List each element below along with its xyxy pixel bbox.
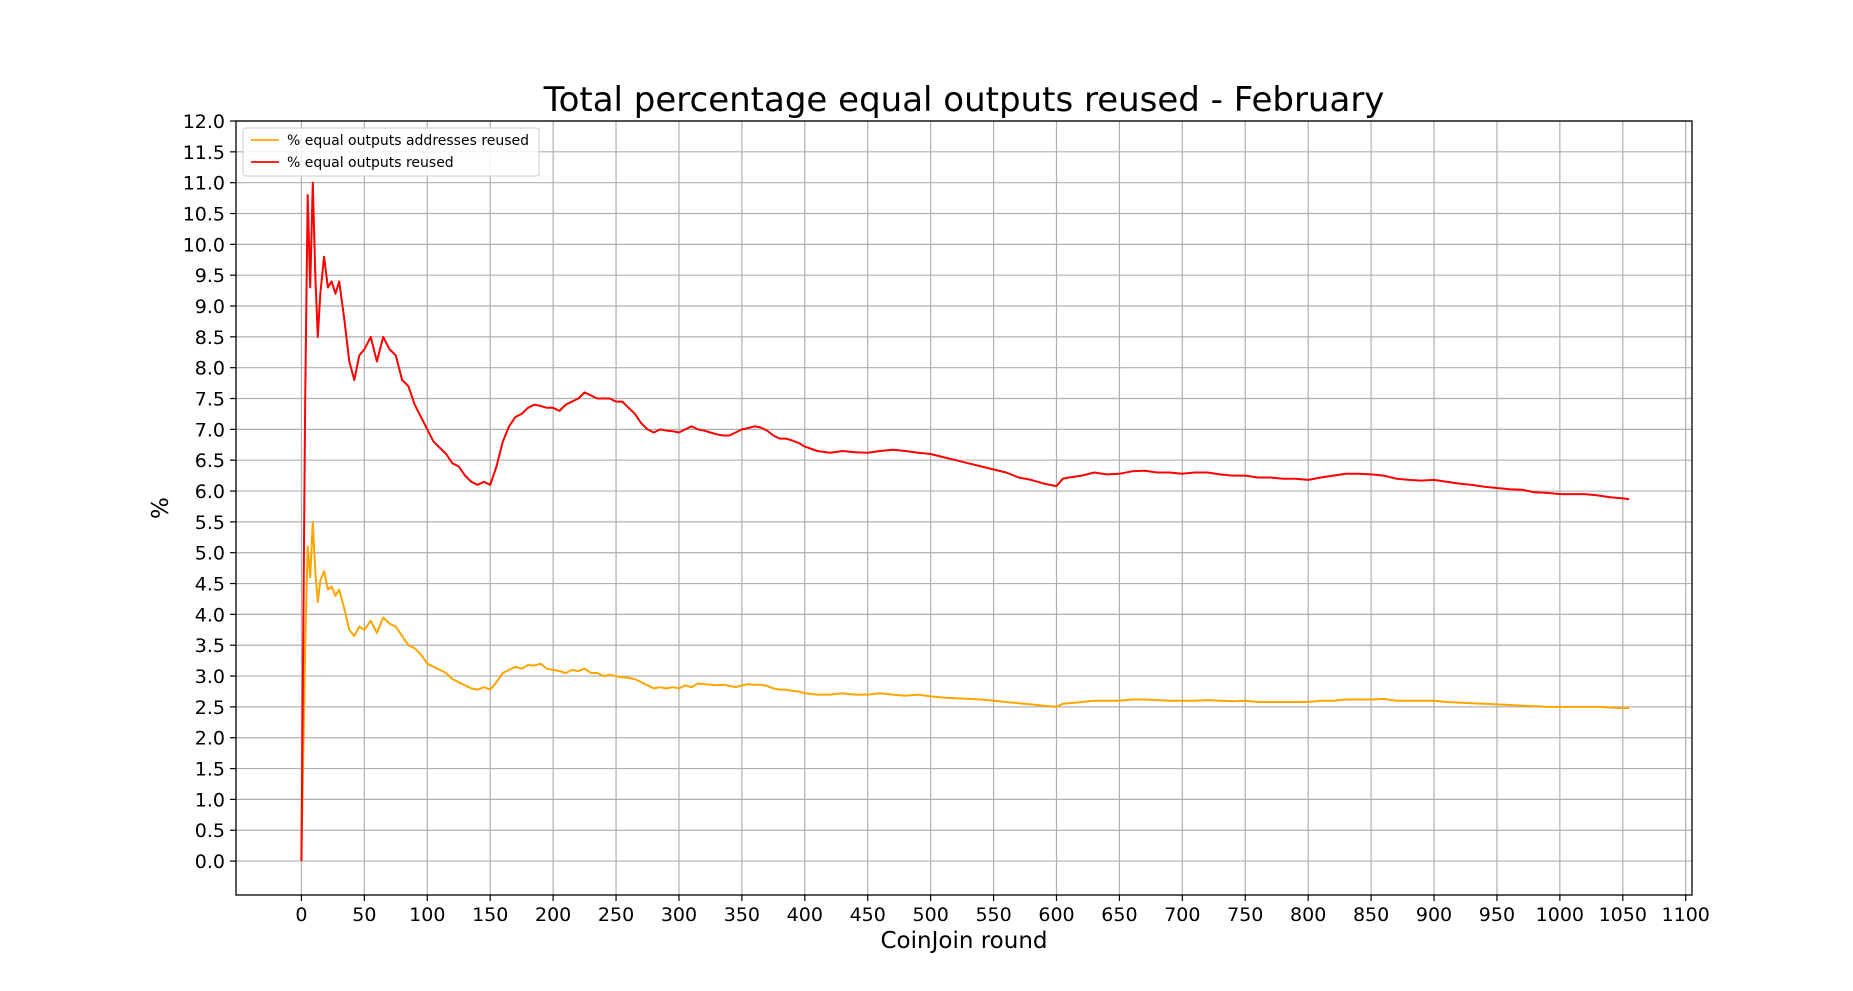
y-tick-label: 3.5 [195, 635, 225, 657]
x-tick-label: 100 [409, 904, 445, 926]
y-tick-label: 8.0 [195, 358, 225, 380]
x-tick-label: 150 [472, 904, 508, 926]
y-tick-label: 10.5 [183, 204, 225, 226]
y-tick-label: 0.5 [195, 820, 225, 842]
y-tick-label: 5.0 [195, 543, 225, 565]
x-tick-label: 1100 [1662, 904, 1710, 926]
x-tick-label: 700 [1164, 904, 1200, 926]
x-tick-label: 0 [295, 904, 307, 926]
y-tick-label: 9.0 [195, 296, 225, 318]
legend-box [242, 127, 540, 177]
y-tick-label: 6.0 [195, 481, 225, 503]
y-tick-label: 6.5 [195, 450, 225, 472]
y-tick-label: 11.0 [183, 173, 225, 195]
x-tick-label: 950 [1479, 904, 1515, 926]
y-tick-label: 0.0 [195, 851, 225, 873]
y-tick-label: 7.5 [195, 389, 225, 411]
x-tick-label: 550 [975, 904, 1011, 926]
y-tick-label: 4.0 [195, 604, 225, 626]
y-tick-label: 8.5 [195, 327, 225, 349]
y-tick-label: 1.0 [195, 789, 225, 811]
y-tick-label: 4.5 [195, 574, 225, 596]
x-tick-label: 450 [850, 904, 886, 926]
x-tick-label: 350 [724, 904, 760, 926]
y-tick-label: 7.0 [195, 419, 225, 441]
x-tick-label: 800 [1290, 904, 1326, 926]
y-tick-label: 11.5 [183, 142, 225, 164]
x-tick-label: 400 [787, 904, 823, 926]
series-line-1 [300, 181, 1630, 862]
x-tick-label: 200 [535, 904, 571, 926]
y-tick-label: 2.5 [195, 697, 225, 719]
x-tick-label: 50 [352, 904, 376, 926]
x-tick-label: 900 [1416, 904, 1452, 926]
x-tick-label: 1000 [1536, 904, 1584, 926]
plot-frame [235, 120, 1693, 896]
y-axis-label: % [148, 497, 174, 519]
legend-label-outputs-reused: % equal outputs reused [287, 155, 454, 171]
legend: % equal outputs addresses reused % equal… [242, 127, 540, 177]
x-tick-label: 1050 [1599, 904, 1647, 926]
x-tick-label: 750 [1227, 904, 1263, 926]
y-tick-label: 12.0 [183, 111, 225, 133]
y-tick-label: 3.0 [195, 666, 225, 688]
y-tick-label: 1.5 [195, 759, 225, 781]
legend-label-addresses-reused: % equal outputs addresses reused [287, 133, 529, 149]
x-axis-label: CoinJoin round [880, 928, 1047, 954]
series-line-0 [300, 520, 1630, 862]
y-tick-label: 10.0 [183, 234, 225, 256]
x-tick-label: 300 [661, 904, 697, 926]
axis-ticks: 0 50 100 150 200 250 300 350 400 450 500 550 600 650 7… [183, 111, 1710, 926]
chart-title: Total percentage equal outputs reused - … [543, 80, 1385, 120]
y-tick-label: 9.5 [195, 265, 225, 287]
x-tick-label: 250 [598, 904, 634, 926]
y-tick-label: 5.5 [195, 512, 225, 534]
x-tick-label: 600 [1038, 904, 1074, 926]
y-tick-label: 2.0 [195, 728, 225, 750]
x-tick-label: 650 [1101, 904, 1137, 926]
x-tick-label: 500 [913, 904, 949, 926]
x-tick-label: 850 [1353, 904, 1389, 926]
series-lines [300, 181, 1630, 862]
